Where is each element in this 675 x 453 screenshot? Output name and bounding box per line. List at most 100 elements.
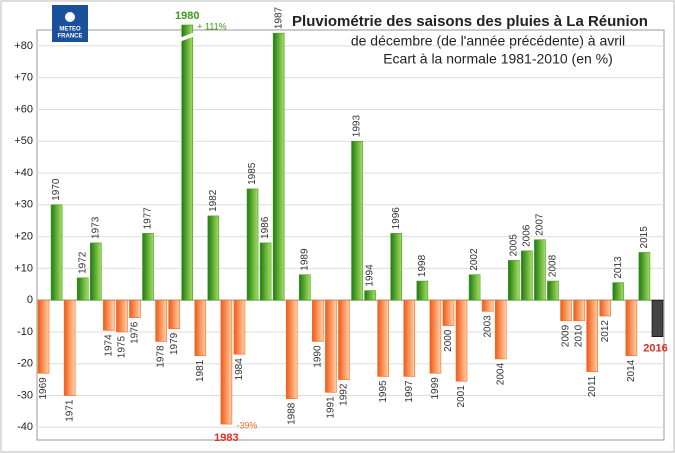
y-tick-label: -30 <box>17 389 33 401</box>
y-tick-label: +10 <box>14 262 33 274</box>
category-label: 1975 <box>117 336 128 359</box>
category-label: 2005 <box>508 234 519 257</box>
bar <box>220 299 233 425</box>
bar <box>560 299 572 322</box>
chart-subtitle: Ecart à la normale 1981-2010 (en %) <box>383 51 613 67</box>
bar <box>142 233 154 301</box>
category-label: 2008 <box>548 254 559 277</box>
bar <box>129 299 141 318</box>
category-label: 1985 <box>247 162 258 185</box>
bar <box>272 32 285 301</box>
bar <box>207 215 220 301</box>
category-label: 1986 <box>260 216 271 239</box>
y-tick-label: -20 <box>17 358 33 370</box>
bar <box>181 24 194 301</box>
bar <box>468 274 481 301</box>
y-tick-label: +40 <box>14 167 33 179</box>
category-label: 1969 <box>38 377 49 400</box>
bar <box>168 299 180 330</box>
bar <box>246 188 259 301</box>
bar <box>455 299 468 382</box>
y-tick-label: +50 <box>14 135 33 147</box>
logo <box>52 5 88 42</box>
category-label: 1995 <box>378 380 389 403</box>
category-label: 1973 <box>90 216 101 239</box>
bar <box>76 277 89 301</box>
category-label: 2001 <box>456 385 467 408</box>
category-label: 1978 <box>156 345 167 368</box>
category-label: 1996 <box>391 207 402 230</box>
logo-text: METEO <box>59 27 81 33</box>
bar <box>351 140 363 301</box>
bar <box>521 250 533 301</box>
bar <box>298 274 311 301</box>
y-tick-label: +30 <box>14 199 33 211</box>
y-tick-label: -40 <box>17 421 33 433</box>
bar <box>285 299 298 399</box>
bar <box>233 299 246 355</box>
bar <box>312 299 324 342</box>
category-label: 1972 <box>77 251 88 274</box>
category-label: 1983 <box>214 432 238 444</box>
bar <box>325 299 337 393</box>
bar <box>50 204 63 301</box>
category-label: 2009 <box>561 324 572 347</box>
category-label: 1999 <box>430 377 441 400</box>
category-label: 2014 <box>626 359 637 382</box>
category-label: 2000 <box>443 329 454 352</box>
annotation: -39% <box>236 420 257 430</box>
axis-break <box>179 32 196 42</box>
category-label: 1992 <box>339 383 350 406</box>
y-tick-label: -10 <box>17 326 33 338</box>
bar <box>494 299 507 360</box>
bar <box>37 299 50 374</box>
category-label: 1982 <box>208 189 219 212</box>
bar <box>364 290 376 301</box>
bar <box>89 242 102 301</box>
category-label: 2016 <box>643 343 667 355</box>
y-tick-label: +60 <box>14 103 33 115</box>
bar <box>403 299 416 377</box>
category-label: 2003 <box>482 315 493 338</box>
category-label: 1984 <box>234 358 245 381</box>
bar <box>507 260 520 301</box>
y-tick-label: +80 <box>14 40 33 52</box>
category-label: 1991 <box>326 396 337 419</box>
bar <box>416 280 429 301</box>
bar <box>481 299 494 312</box>
category-label: 2004 <box>495 363 506 386</box>
category-label: 1988 <box>286 402 297 425</box>
bar <box>586 299 598 372</box>
bar <box>429 299 442 374</box>
logo-text: FRANCE <box>58 34 83 40</box>
logo-icon <box>65 12 75 22</box>
category-label: 1977 <box>143 207 154 230</box>
bar <box>534 239 546 301</box>
category-label: 1974 <box>103 334 114 357</box>
bar <box>547 280 559 301</box>
category-label: 1976 <box>130 321 141 344</box>
category-label: 2002 <box>469 248 480 271</box>
annotation: + 111% <box>197 21 226 31</box>
category-label: 1993 <box>352 115 363 138</box>
y-tick-label: +70 <box>14 72 33 84</box>
bar <box>599 299 612 317</box>
category-label: 1994 <box>365 264 376 287</box>
bar <box>638 252 651 301</box>
category-label: 1981 <box>195 359 206 382</box>
category-label: 1987 <box>273 6 284 29</box>
bar <box>155 299 167 342</box>
category-label: 1998 <box>417 254 428 277</box>
bar <box>194 299 207 357</box>
category-label: 2010 <box>574 324 585 347</box>
category-label: 1989 <box>299 248 310 271</box>
bar <box>390 233 403 301</box>
bar <box>377 299 389 377</box>
plot-area <box>36 29 665 441</box>
bar <box>338 299 350 380</box>
category-label: 2011 <box>587 375 598 397</box>
bar <box>63 299 76 396</box>
bar <box>442 299 455 326</box>
bar <box>651 299 664 338</box>
